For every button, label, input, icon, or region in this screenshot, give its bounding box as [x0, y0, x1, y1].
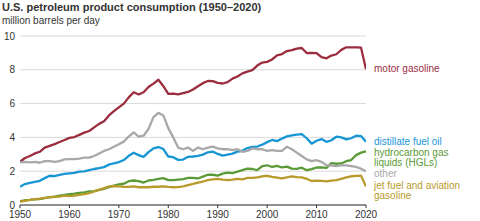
grid-line	[20, 69, 366, 70]
x-tick	[366, 205, 367, 208]
series-label: distillate fuel oil	[374, 136, 442, 147]
series-label: other	[374, 168, 397, 179]
series-label-line: motor gasoline	[374, 63, 440, 74]
y-grid	[20, 36, 366, 205]
series-label-line: gasoline	[374, 190, 412, 201]
x-tick	[316, 205, 317, 208]
x-tick-label: 1980	[157, 209, 180, 220]
x-tick	[267, 205, 268, 208]
y-tick-label: 2	[9, 166, 15, 177]
y-tick-label: 6	[9, 98, 15, 109]
series-label-line: liquids (HGLs)	[374, 157, 437, 168]
x-tick	[69, 205, 70, 208]
x-tick-label: 2000	[256, 209, 279, 220]
subtitle: million barrels per day	[2, 15, 100, 26]
x-tick-label: 1970	[108, 209, 131, 220]
y-tick-label: 10	[4, 31, 16, 42]
grid-line	[20, 103, 366, 104]
grid-line	[20, 36, 366, 37]
x-tick	[168, 205, 169, 208]
x-tick-label: 1990	[207, 209, 230, 220]
series-line	[20, 47, 366, 161]
chart-svg: U.S. petroleum product consumption (1950…	[0, 0, 480, 221]
series-group	[20, 47, 366, 201]
grid-line	[20, 205, 366, 206]
y-tick-label: 4	[9, 132, 15, 143]
x-tick-label: 1950	[9, 209, 32, 220]
series-label-line: distillate fuel oil	[374, 136, 442, 147]
x-tick-label: 1960	[58, 209, 81, 220]
series-label: jet fuel and aviationgasoline	[373, 180, 460, 201]
series-line	[20, 176, 366, 202]
series-line	[20, 113, 366, 171]
x-tick	[118, 205, 119, 208]
series-label: motor gasoline	[374, 63, 440, 74]
x-tick	[20, 205, 21, 208]
title: U.S. petroleum product consumption (1950…	[2, 1, 262, 13]
series-label: hydrocarbon gasliquids (HGLs)	[374, 147, 449, 168]
x-axis-line	[20, 205, 366, 206]
x-tick	[217, 205, 218, 208]
chart-root: U.S. petroleum product consumption (1950…	[0, 0, 480, 221]
y-tick-label: 8	[9, 64, 15, 75]
x-tick-label: 2020	[355, 209, 378, 220]
grid-line	[20, 171, 366, 172]
x-tick-label: 2010	[305, 209, 328, 220]
series-label-line: other	[374, 168, 397, 179]
